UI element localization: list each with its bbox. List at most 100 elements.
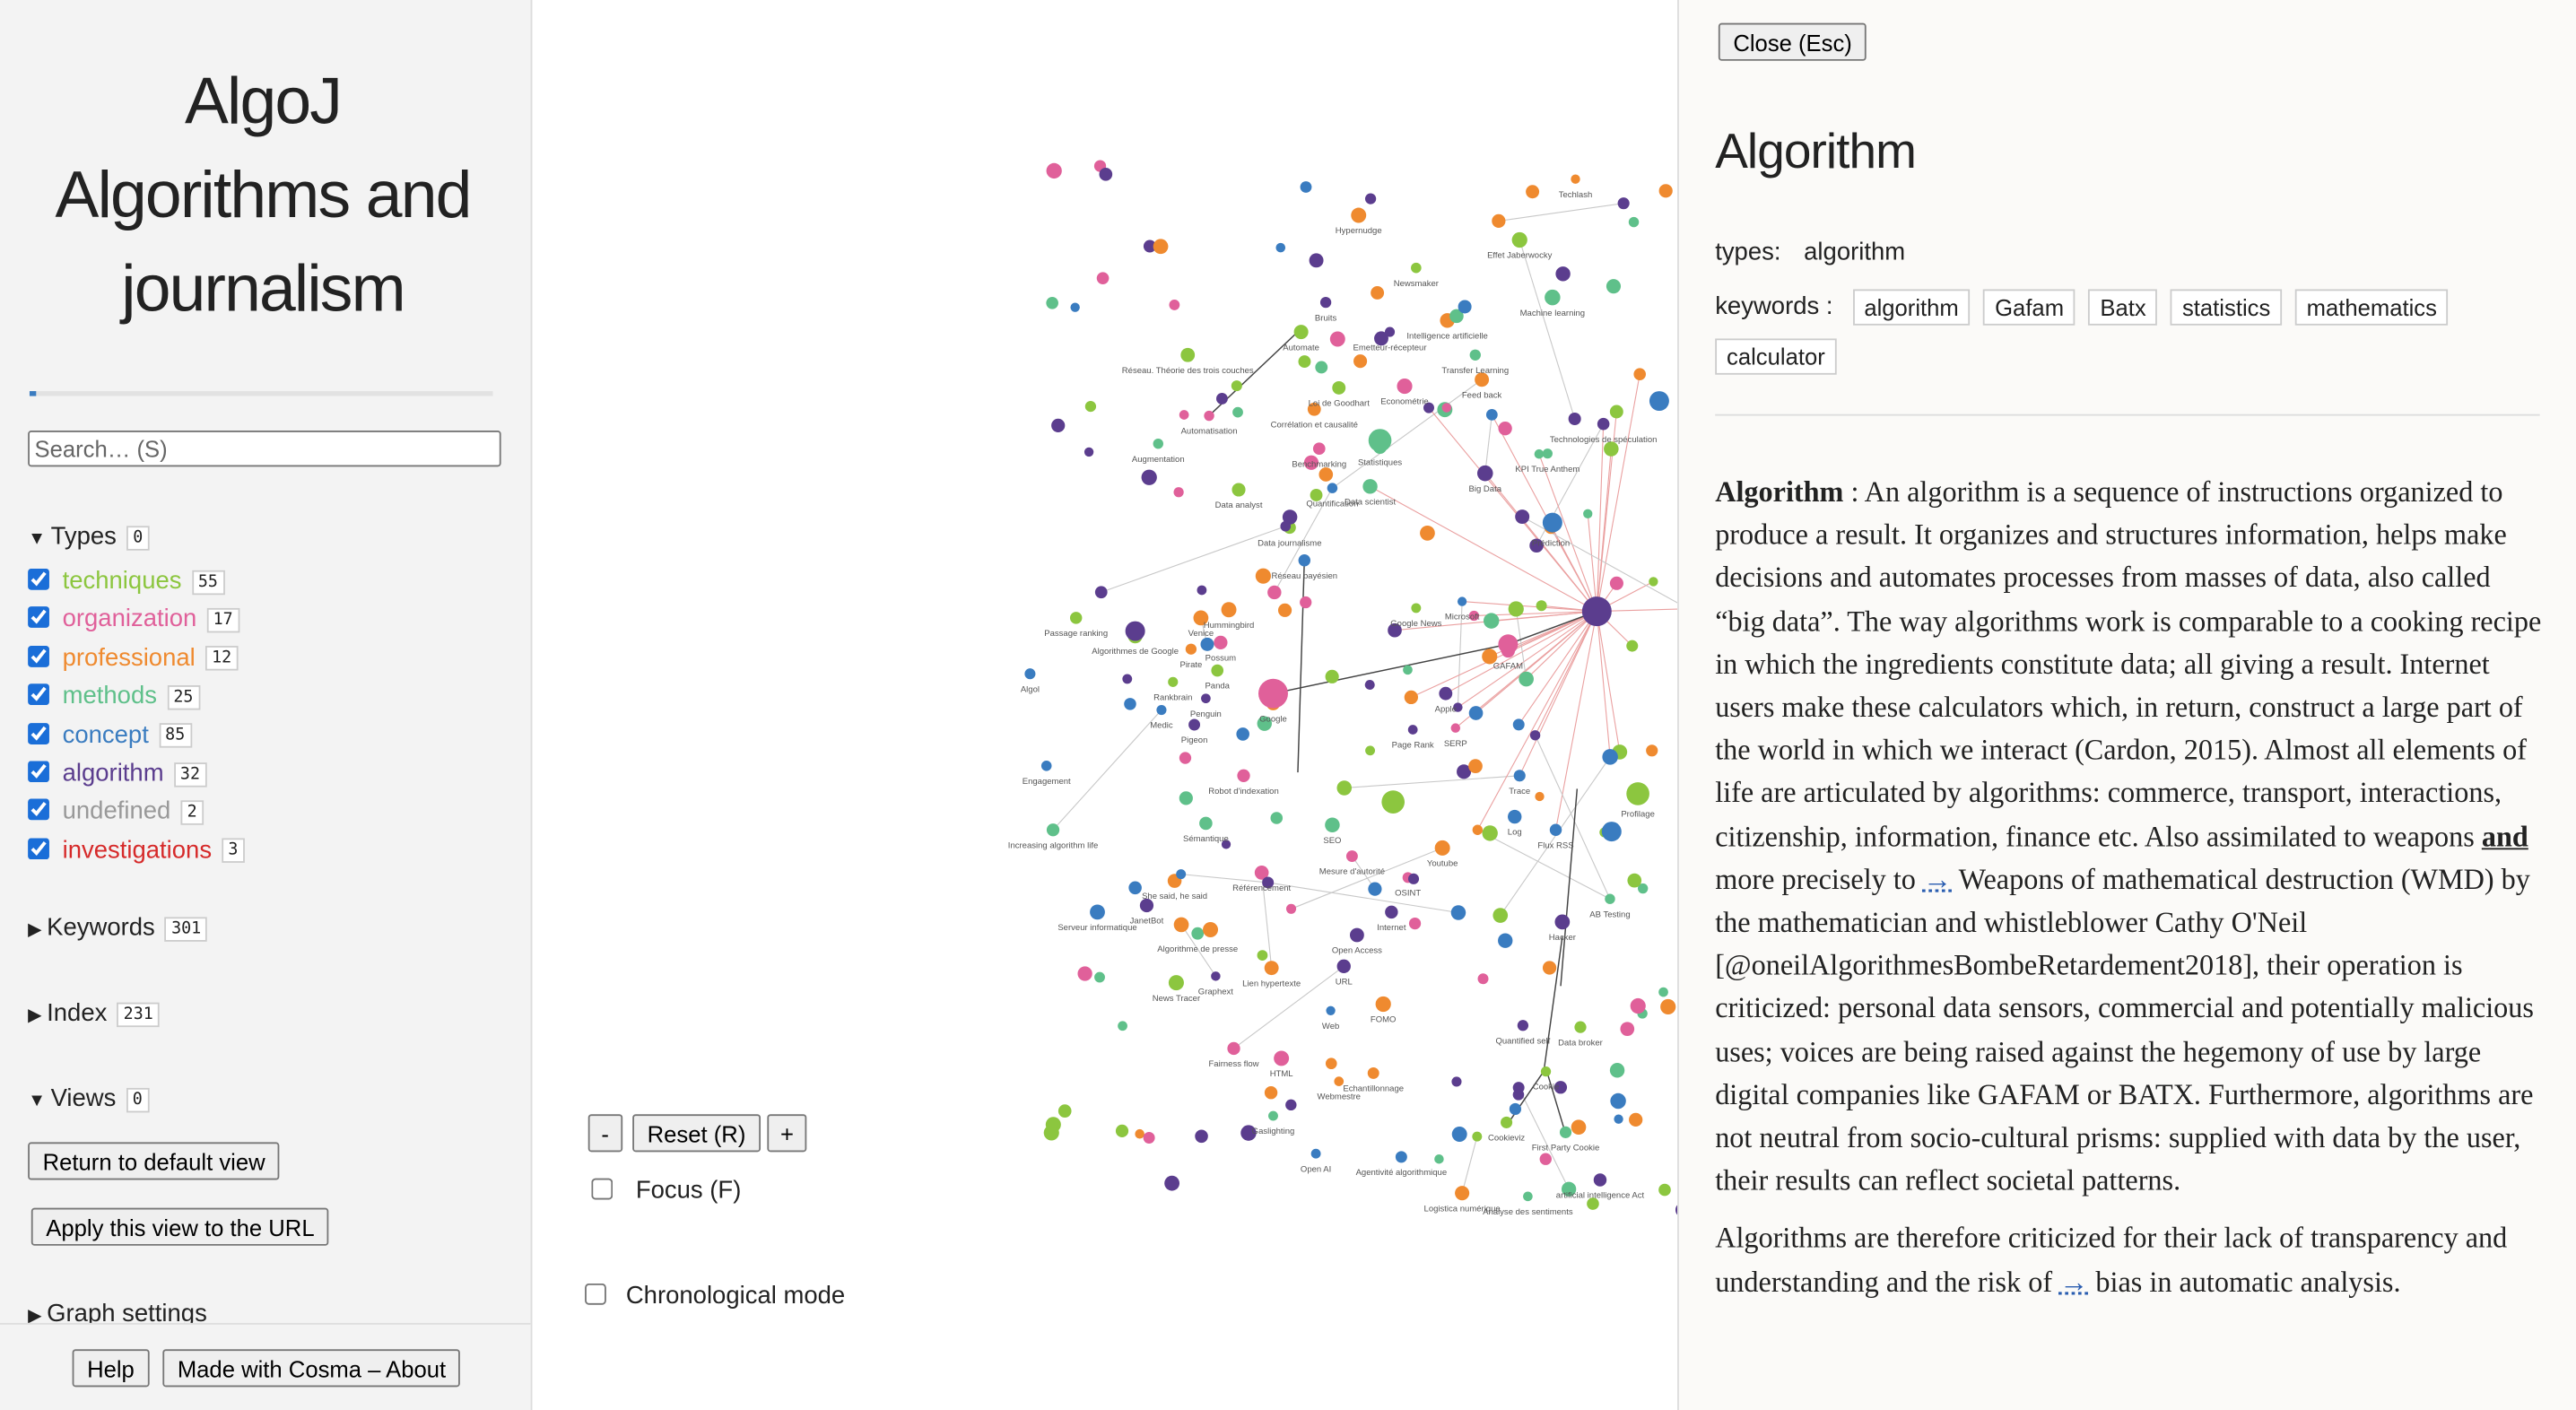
node[interactable]	[1257, 950, 1268, 961]
node[interactable]	[1574, 1021, 1587, 1033]
node[interactable]	[1180, 347, 1196, 362]
node[interactable]	[1540, 1066, 1552, 1077]
graph-canvas[interactable]: Techlash Hypernudge Effet Jaberwocky Newsma…	[532, 0, 1678, 1410]
node[interactable]	[1258, 678, 1288, 709]
node[interactable]	[1315, 361, 1328, 374]
node[interactable]	[1199, 816, 1213, 831]
type-checkbox[interactable]	[28, 838, 49, 859]
node[interactable]	[1660, 998, 1676, 1015]
node[interactable]	[1179, 791, 1193, 805]
node[interactable]	[1298, 554, 1311, 567]
node[interactable]	[1397, 379, 1413, 395]
node[interactable]	[1633, 368, 1646, 380]
node[interactable]	[1649, 577, 1658, 587]
node[interactable]	[1407, 873, 1420, 884]
node[interactable]	[1617, 197, 1630, 210]
node[interactable]	[1345, 850, 1358, 863]
node[interactable]	[1601, 822, 1622, 842]
node[interactable]	[1381, 790, 1405, 814]
node[interactable]	[1115, 1124, 1129, 1137]
node[interactable]	[1587, 1197, 1599, 1210]
node[interactable]	[1407, 725, 1418, 735]
node[interactable]	[1492, 213, 1506, 229]
node[interactable]	[1458, 300, 1472, 314]
node[interactable]	[1262, 876, 1275, 889]
node[interactable]	[1139, 898, 1154, 913]
node[interactable]	[1153, 438, 1163, 449]
record-type[interactable]: algorithm	[1804, 238, 1906, 266]
node[interactable]	[1332, 380, 1346, 395]
node[interactable]	[1185, 643, 1197, 655]
help-button[interactable]: Help	[72, 1349, 150, 1388]
node[interactable]	[1124, 698, 1136, 710]
node[interactable]	[1498, 422, 1512, 436]
node[interactable]	[1300, 596, 1312, 609]
node[interactable]	[1200, 637, 1214, 651]
node[interactable]	[1040, 761, 1052, 771]
node[interactable]	[1404, 690, 1418, 705]
node[interactable]	[1188, 718, 1201, 731]
node[interactable]	[1232, 406, 1243, 418]
keywords-header[interactable]: ▶ Keywords 301	[28, 914, 208, 942]
node[interactable]	[1254, 866, 1269, 880]
node[interactable]	[1280, 520, 1292, 532]
node[interactable]	[1326, 1005, 1336, 1015]
keyword-tag[interactable]: statistics	[2171, 289, 2283, 326]
node[interactable]	[1364, 193, 1377, 205]
node[interactable]	[1365, 745, 1375, 756]
node[interactable]	[1449, 309, 1464, 324]
node[interactable]	[1628, 216, 1640, 228]
node[interactable]	[1482, 825, 1498, 841]
node[interactable]	[1046, 823, 1060, 837]
keyword-tag[interactable]: algorithm	[1852, 289, 1971, 326]
node[interactable]	[1298, 355, 1311, 369]
node[interactable]	[1364, 679, 1375, 690]
node[interactable]	[1513, 770, 1526, 782]
node[interactable]	[1353, 354, 1368, 369]
view-button[interactable]: Apply this view to the URL	[30, 1207, 330, 1246]
node[interactable]	[1517, 1020, 1529, 1031]
node[interactable]	[1549, 823, 1562, 836]
node[interactable]	[1626, 782, 1649, 805]
focus-checkbox[interactable]	[591, 1178, 614, 1200]
node[interactable]	[1264, 961, 1279, 976]
node[interactable]	[1173, 487, 1184, 498]
link[interactable]: →	[1922, 862, 1953, 896]
node[interactable]	[1484, 613, 1500, 629]
node[interactable]	[1420, 525, 1435, 541]
node[interactable]	[1511, 231, 1527, 248]
node[interactable]	[1094, 971, 1105, 983]
node[interactable]	[1441, 403, 1452, 413]
node[interactable]	[1312, 442, 1326, 456]
node[interactable]	[1627, 873, 1642, 888]
node[interactable]	[1362, 479, 1378, 494]
node[interactable]	[1193, 610, 1209, 626]
views-header[interactable]: ▼ Views 0	[28, 1084, 150, 1112]
node[interactable]	[1274, 1050, 1290, 1066]
node[interactable]	[1468, 759, 1483, 773]
node[interactable]	[1508, 601, 1524, 617]
node[interactable]	[1077, 966, 1092, 981]
node[interactable]	[1237, 769, 1250, 782]
node[interactable]	[1597, 417, 1610, 431]
node[interactable]	[1156, 704, 1167, 716]
node[interactable]	[1285, 1099, 1297, 1111]
node[interactable]	[1385, 905, 1398, 919]
node[interactable]	[1368, 429, 1392, 452]
node[interactable]	[1319, 296, 1332, 309]
node[interactable]	[1300, 181, 1312, 193]
node[interactable]	[1614, 1114, 1623, 1124]
view-button[interactable]: Return to default view	[28, 1142, 281, 1180]
node[interactable]	[1384, 326, 1396, 337]
node[interactable]	[1482, 648, 1498, 665]
node[interactable]	[1568, 412, 1581, 426]
node[interactable]	[1512, 1089, 1525, 1101]
node[interactable]	[1214, 635, 1228, 650]
node[interactable]	[1128, 881, 1142, 895]
node[interactable]	[1411, 262, 1422, 274]
node[interactable]	[1610, 1092, 1626, 1110]
node[interactable]	[1236, 727, 1249, 741]
node[interactable]	[1211, 664, 1224, 677]
node[interactable]	[1455, 1186, 1470, 1201]
node[interactable]	[1553, 1081, 1568, 1094]
